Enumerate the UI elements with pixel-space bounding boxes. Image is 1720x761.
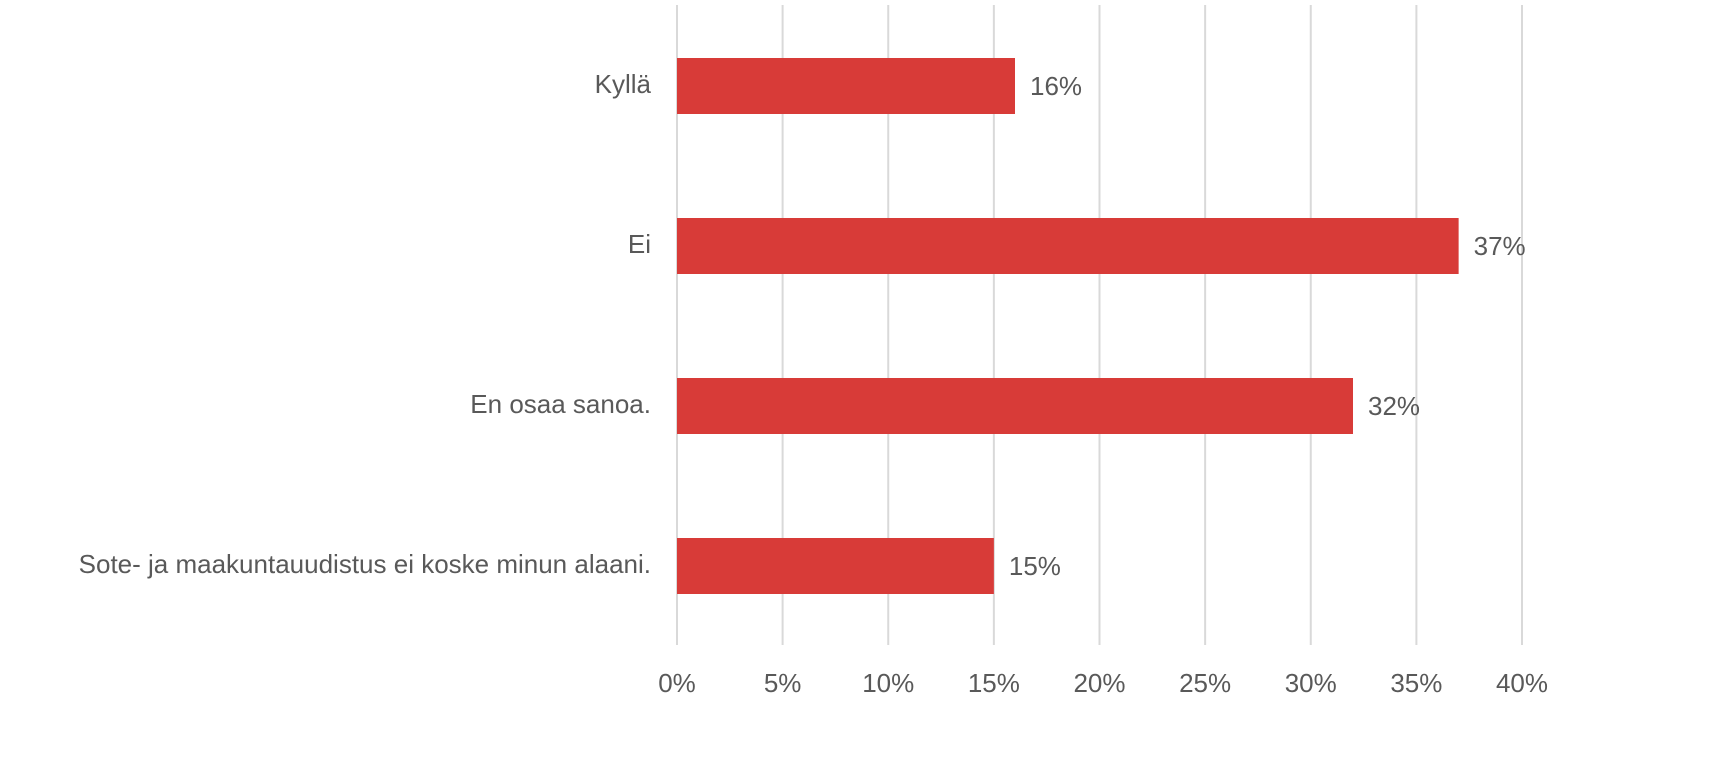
y-tick-label: En osaa sanoa. (470, 389, 651, 419)
y-tick-label: Kyllä (595, 69, 652, 99)
x-tick-label: 40% (1496, 668, 1548, 698)
data-label: 16% (1030, 71, 1082, 101)
x-tick-label: 5% (764, 668, 802, 698)
data-label: 32% (1368, 391, 1420, 421)
x-tick-label: 30% (1285, 668, 1337, 698)
x-tick-label: 25% (1179, 668, 1231, 698)
bar (677, 378, 1353, 434)
y-tick-label: Ei (628, 229, 651, 259)
data-label: 37% (1474, 231, 1526, 261)
x-tick-label: 35% (1390, 668, 1442, 698)
x-tick-label: 20% (1073, 668, 1125, 698)
x-tick-label: 15% (968, 668, 1020, 698)
x-tick-label: 0% (658, 668, 696, 698)
data-label: 15% (1009, 551, 1061, 581)
bar (677, 538, 994, 594)
x-tick-label: 10% (862, 668, 914, 698)
bar (677, 58, 1015, 114)
bar (677, 218, 1459, 274)
y-tick-label: Sote- ja maakuntauudistus ei koske minun… (79, 549, 651, 579)
